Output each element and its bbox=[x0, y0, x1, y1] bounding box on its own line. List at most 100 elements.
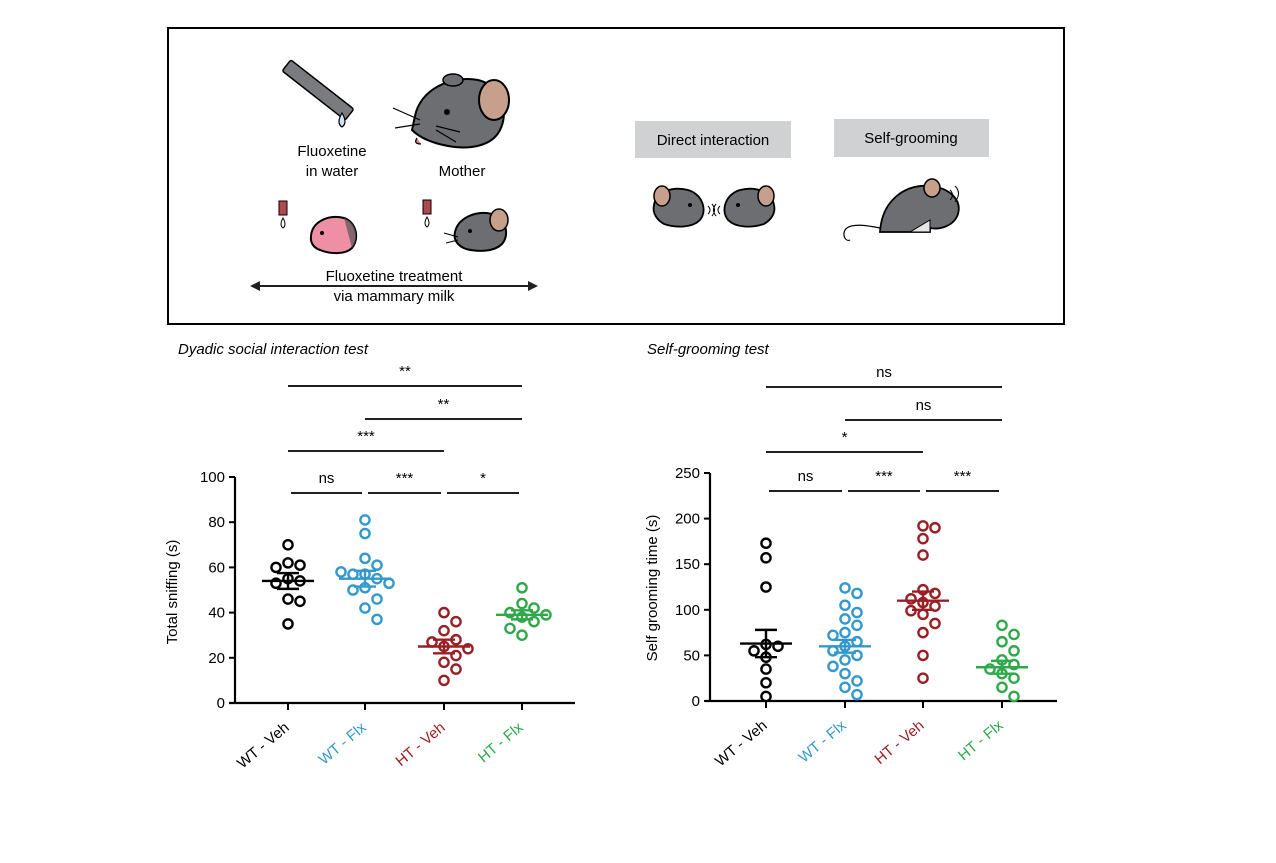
pup-icon bbox=[309, 216, 358, 255]
chart2-point bbox=[839, 613, 851, 625]
chart2-point bbox=[1008, 672, 1020, 685]
chart1-point bbox=[359, 527, 371, 540]
chart1-xtick-label: WT - Flx bbox=[315, 719, 369, 769]
chart2-point bbox=[1008, 690, 1020, 703]
chart2-point bbox=[851, 635, 863, 648]
chart2-ylabel: Self grooming time (s) bbox=[644, 515, 661, 662]
chart1-point bbox=[282, 593, 294, 605]
chart1-point bbox=[438, 674, 450, 687]
chart1-points bbox=[270, 514, 552, 687]
chart1-point bbox=[371, 593, 383, 605]
chart2-sig-label: * bbox=[842, 429, 848, 446]
chart2-point bbox=[917, 626, 929, 639]
small-dropper-left-icon bbox=[278, 200, 288, 229]
sniffing-chart: Dyadic social interaction test Total sni… bbox=[164, 341, 575, 772]
chart2-point bbox=[827, 660, 839, 673]
chart2-sig-label: *** bbox=[875, 468, 893, 485]
chart2-point bbox=[917, 608, 929, 621]
direct-interaction-box bbox=[635, 121, 791, 158]
chart1-significance: *******ns *** * bbox=[288, 363, 522, 494]
chart2-point bbox=[1008, 645, 1020, 657]
chart2-point bbox=[760, 552, 772, 564]
grooming-chart: Self-grooming test Self grooming time (s… bbox=[644, 341, 1057, 770]
chart2-ytick-label: 100 bbox=[675, 602, 700, 619]
chart1-sig-label: ns bbox=[319, 470, 335, 487]
chart2-point bbox=[760, 537, 772, 550]
chart2-point bbox=[839, 654, 851, 666]
chart2-point bbox=[984, 663, 996, 675]
chart1-point bbox=[294, 595, 306, 608]
chart1-point bbox=[335, 566, 347, 578]
chart2-xtick-label: WT - Veh bbox=[712, 717, 771, 770]
chart2-point bbox=[917, 520, 929, 532]
chart1-ytick-label: 0 bbox=[217, 695, 225, 712]
chart2-point bbox=[839, 667, 851, 680]
chart2-means bbox=[740, 590, 1028, 675]
chart1-point bbox=[450, 663, 462, 675]
chart2-xtick-label: WT - Flx bbox=[795, 717, 849, 767]
chart1-point bbox=[383, 577, 395, 590]
chart1-point bbox=[516, 629, 528, 642]
chart1-sig-label: * bbox=[480, 470, 486, 487]
fluoxetine-label-line1: Fluoxetine bbox=[297, 143, 366, 160]
chart1-point bbox=[450, 615, 462, 628]
chart1-ytick-label: 40 bbox=[208, 605, 225, 622]
chart2-ytick-label: 150 bbox=[675, 556, 700, 573]
chart1-point bbox=[282, 539, 294, 551]
chart1-point bbox=[282, 557, 294, 569]
chart1-xtick-label: HT - Veh bbox=[393, 719, 449, 770]
chart1-axes: 0 20 40 60 80 100 bbox=[200, 469, 575, 712]
chart2-point bbox=[905, 593, 917, 605]
chart2-point bbox=[839, 681, 851, 694]
interacting-mice-icon bbox=[652, 185, 776, 228]
chart1-ytick-label: 20 bbox=[208, 650, 225, 667]
chart2-point bbox=[827, 645, 839, 657]
chart2-point bbox=[760, 676, 772, 689]
self-grooming-label: Self-grooming bbox=[864, 130, 957, 147]
chart1-title: Dyadic social interaction test bbox=[178, 341, 369, 358]
chart2-sig-label: ns bbox=[876, 364, 892, 381]
chart2-ytick-label: 50 bbox=[683, 647, 700, 664]
chart2-point bbox=[748, 645, 760, 657]
chart1-ytick-label: 60 bbox=[208, 559, 225, 576]
fluoxetine-dropper-icon bbox=[282, 59, 354, 128]
self-grooming-box bbox=[834, 119, 989, 157]
chart2-point bbox=[917, 649, 929, 662]
grooming-mouse-icon bbox=[843, 178, 960, 241]
chart1-point bbox=[438, 606, 450, 619]
chart2-point bbox=[839, 626, 851, 639]
chart1-ytick-label: 80 bbox=[208, 514, 225, 531]
chart2-point bbox=[917, 549, 929, 561]
chart1-sig-label: *** bbox=[357, 428, 375, 445]
chart1-point bbox=[516, 597, 528, 610]
chart2-sig-label: ns bbox=[798, 468, 814, 485]
chart1-ytick-label: 100 bbox=[200, 469, 225, 486]
chart2-title: Self-grooming test bbox=[647, 341, 770, 358]
chart2-xtick-label: HT - Veh bbox=[872, 717, 928, 768]
chart1-point bbox=[359, 514, 371, 526]
chart2-point bbox=[851, 606, 863, 619]
treatment-label-line1: Fluoxetine treatment bbox=[326, 268, 464, 285]
chart2-xtick-label: HT - Flx bbox=[955, 717, 1007, 764]
chart1-point bbox=[359, 552, 371, 565]
mother-mouse-icon bbox=[392, 73, 510, 149]
chart2-ytick-label: 200 bbox=[675, 511, 700, 528]
chart1-sig-label: *** bbox=[396, 470, 414, 487]
chart2-point bbox=[760, 663, 772, 675]
chart1-xlabels: WT - Veh WT - Flx HT - Veh HT - Flx bbox=[234, 719, 527, 772]
chart1-point bbox=[270, 561, 282, 574]
chart1-point bbox=[282, 618, 294, 630]
chart1-ylabel: Total sniffing (s) bbox=[164, 540, 181, 645]
chart2-point bbox=[929, 617, 941, 630]
chart1-point bbox=[438, 656, 450, 669]
chart2-sig-label: ns bbox=[916, 397, 932, 414]
chart1-sig-label: ** bbox=[438, 396, 450, 413]
chart2-point bbox=[827, 629, 839, 642]
chart1-point bbox=[504, 622, 516, 635]
chart2-point bbox=[917, 532, 929, 545]
treatment-label-line2: via mammary milk bbox=[334, 288, 455, 305]
chart1-point bbox=[359, 602, 371, 614]
direct-interaction-label: Direct interaction bbox=[657, 132, 770, 149]
chart1-point bbox=[371, 559, 383, 571]
